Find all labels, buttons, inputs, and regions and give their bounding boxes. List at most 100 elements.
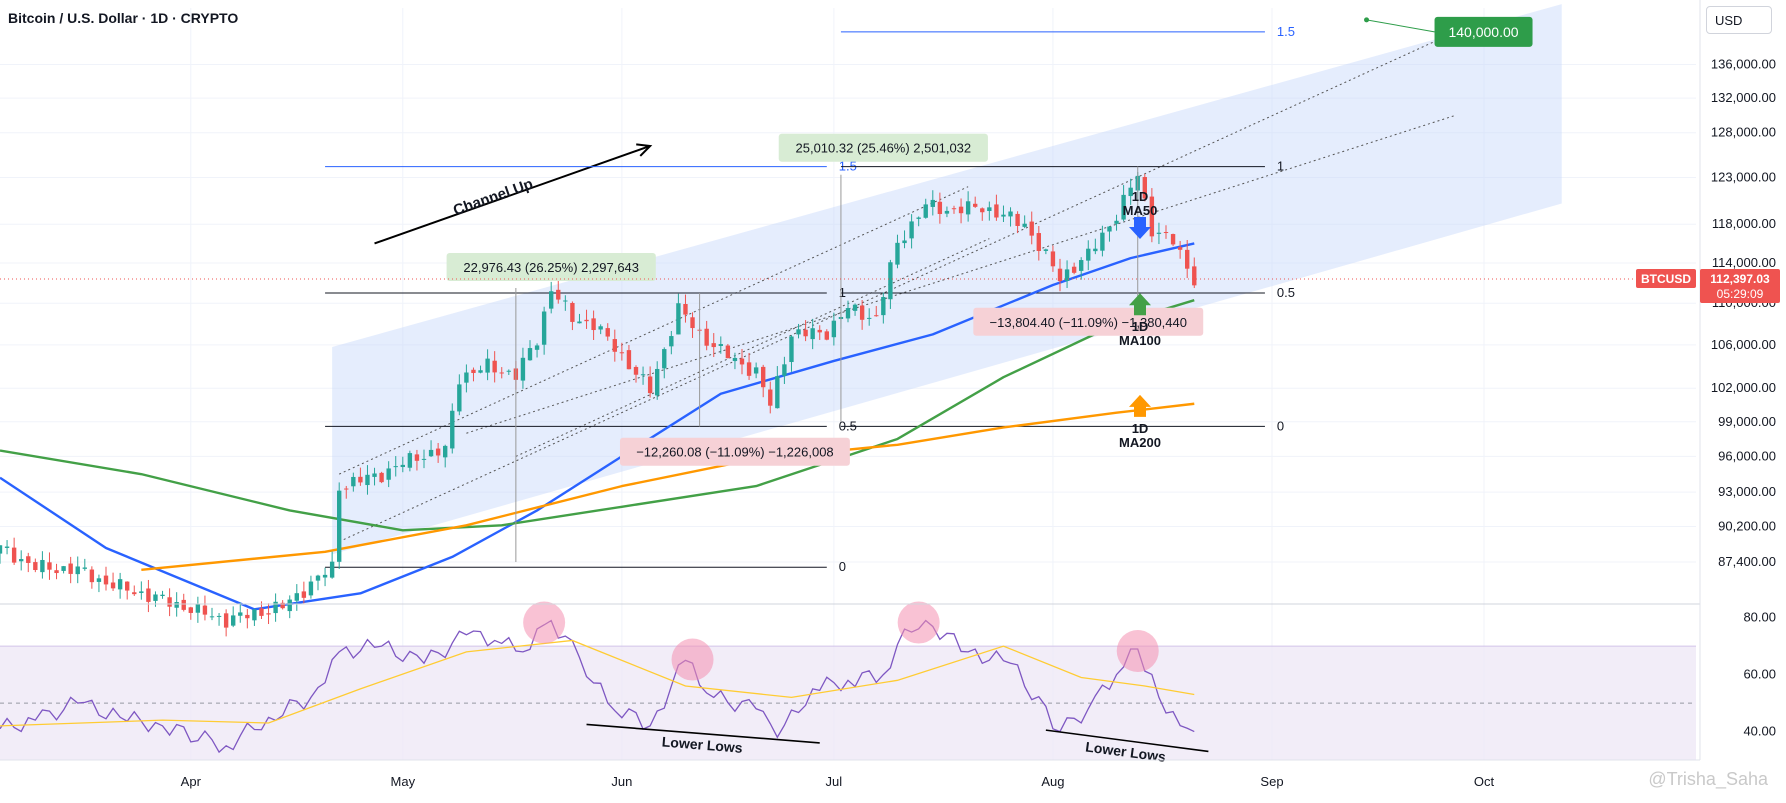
rsi-highlight-circle <box>523 601 566 644</box>
candle-body <box>944 210 950 214</box>
candle-body <box>640 374 646 376</box>
candle-body <box>160 594 165 597</box>
candle-body <box>337 490 342 562</box>
symbol-tag-label: BTCUSD <box>1641 272 1691 286</box>
candle-body <box>711 343 716 348</box>
candle-body <box>358 476 363 483</box>
lower-lows-line <box>586 723 820 744</box>
candle-body <box>987 207 992 212</box>
candle-body <box>549 291 554 309</box>
candle-body <box>146 588 151 602</box>
measure-box <box>619 437 850 466</box>
candle-body <box>669 336 674 347</box>
candle-body <box>725 345 731 359</box>
candle-body <box>704 328 709 346</box>
candle-body <box>852 304 858 311</box>
candle-body <box>690 317 695 329</box>
time-tick-label: Aug <box>1041 774 1064 789</box>
candle-body <box>739 358 745 365</box>
candle-body <box>1057 268 1063 282</box>
candle-body <box>414 454 420 461</box>
price-tick-label: 87,400.00 <box>1718 554 1776 569</box>
candle-body <box>273 601 278 614</box>
candle-body <box>89 569 95 583</box>
candle-body <box>259 608 264 616</box>
price-tick-label: 136,000.00 <box>1711 56 1776 71</box>
price-axis-bg <box>1700 0 1786 798</box>
candle-body <box>19 559 24 562</box>
candle-body <box>372 473 377 477</box>
fib-level-label: 0 <box>1277 418 1284 433</box>
candle-body <box>443 445 448 458</box>
candle-body <box>1036 233 1041 251</box>
candle-body <box>407 453 413 468</box>
price-tick-label: 118,000.00 <box>1712 216 1776 231</box>
candle-body <box>195 603 201 613</box>
candle-body <box>315 575 321 581</box>
candle-body <box>824 331 829 340</box>
candle-body <box>428 449 434 457</box>
candle-body <box>1156 232 1162 234</box>
measure-label: 22,976.43 (26.25%) 2,297,643 <box>463 260 639 275</box>
candle-body <box>867 317 872 319</box>
candle-body <box>1149 196 1155 237</box>
candle-body <box>1128 187 1133 197</box>
candle-body <box>527 348 533 361</box>
candle-body <box>768 389 773 406</box>
time-tick-label: Apr <box>181 774 202 789</box>
channel-inner-line <box>515 238 990 457</box>
candle-body <box>909 221 914 239</box>
candle-body <box>1050 251 1056 267</box>
time-tick-label: Oct <box>1474 774 1495 789</box>
candle-body <box>958 206 964 214</box>
candle-body <box>0 545 3 554</box>
candle-body <box>662 349 667 369</box>
candle-body <box>789 336 794 363</box>
price-tick-label: 123,000.00 <box>1711 170 1776 185</box>
candle-body <box>61 566 66 571</box>
channel-band <box>332 4 1562 555</box>
candle-body <box>1029 221 1034 236</box>
candle-body <box>125 581 130 591</box>
candle-body <box>471 369 476 373</box>
lower-lows-line <box>1045 729 1209 753</box>
candle-body <box>393 466 398 468</box>
candle-body <box>167 597 172 607</box>
candle-body <box>612 339 617 352</box>
candle-body <box>817 329 822 333</box>
candle-body <box>75 566 80 575</box>
candle-body <box>492 360 497 373</box>
candle-body <box>570 302 575 322</box>
candle-body <box>761 366 766 388</box>
candle-body <box>1086 248 1091 261</box>
price-tick-label: 132,000.00 <box>1711 90 1776 105</box>
candle-body <box>40 559 45 573</box>
candle-body <box>245 614 250 619</box>
watermark-text: @Trisha_Saha <box>1648 769 1768 789</box>
candle-body <box>1185 249 1190 269</box>
rsi-highlight-circle <box>897 601 940 644</box>
candle-body <box>301 591 307 598</box>
candle-body <box>231 615 236 626</box>
lower-lows-label: Lower Lows <box>661 733 743 755</box>
candle-body <box>464 372 469 383</box>
candle-body <box>287 599 292 612</box>
ma-label-line1: 1D <box>1132 421 1149 436</box>
candle-body <box>683 304 688 315</box>
candle-body <box>803 329 808 337</box>
candle-body <box>577 321 582 324</box>
candle-body <box>753 367 759 374</box>
candle-body <box>556 289 561 300</box>
candle-body <box>895 242 900 265</box>
ma-arrow-up <box>1129 293 1151 316</box>
countdown-label: 05:29:09 <box>1717 287 1764 301</box>
currency-selector[interactable]: USD <box>1706 6 1772 34</box>
candle-body <box>746 362 752 376</box>
candle-body <box>421 458 427 460</box>
time-tick-label: Sep <box>1260 774 1283 789</box>
measure-label: −12,260.08 (−11.09%) −1,226,008 <box>636 445 833 460</box>
candle-body <box>541 311 547 345</box>
candle-body <box>96 578 102 582</box>
ma-label-line1: 1D <box>1132 189 1149 204</box>
